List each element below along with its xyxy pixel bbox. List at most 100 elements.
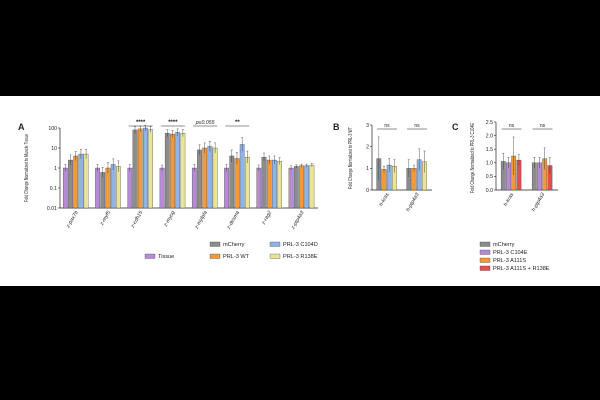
panel-c-significance-label: ns	[540, 123, 546, 129]
panel-b-y-tick-label: 0	[366, 188, 369, 194]
legend-label: mCherry	[223, 242, 245, 248]
panel-a-bar	[197, 149, 202, 209]
panel-a-bar	[256, 167, 262, 209]
panel-a-significance-label: ****	[168, 120, 178, 126]
legend-swatch	[209, 241, 221, 247]
panel-a-bar	[73, 155, 79, 209]
panel-a-bar	[110, 164, 116, 209]
legend-swatch	[479, 241, 491, 247]
panel-a-bar	[180, 133, 186, 209]
panel-b-y-axis-label: Fold Change Normalized to PRL-3 WT	[348, 127, 354, 189]
panel-c-y-tick-label: 2.0	[486, 133, 493, 139]
panel-c-y-tick-label: 0.0	[486, 188, 493, 194]
panel-a-y-tick-label: 10	[51, 146, 57, 152]
panel-a-bar	[95, 167, 100, 209]
panel-a-bar	[68, 159, 73, 209]
panel-a-bar	[202, 147, 208, 209]
panel-a-significance-label: p≤0.055	[195, 120, 215, 126]
panel-a-bar	[127, 167, 133, 209]
panel-a-bar	[309, 164, 315, 209]
panel-a-bar	[137, 128, 143, 209]
panel-b-category-label: h-ptp4a3	[405, 192, 420, 213]
panel-a-bar	[132, 129, 138, 209]
panel-a-bar	[261, 156, 267, 209]
panel-a-bar	[299, 165, 304, 209]
panel-b-significance-label: ns	[414, 123, 420, 129]
panel-a-bar	[234, 158, 240, 209]
panel-a-bar	[212, 147, 218, 209]
legend-label: PRL-3 C104D	[283, 242, 318, 248]
panel-a-bar	[148, 129, 153, 209]
panel-a-bar	[288, 167, 294, 209]
panel-b-bar	[411, 168, 417, 191]
panel-a-bar	[224, 167, 229, 209]
panel-a-bar	[191, 167, 197, 209]
panel-a-bar	[116, 166, 121, 209]
legend-label: mCherry	[493, 242, 515, 248]
panel-a-bar	[159, 167, 165, 209]
panel-a-category-label: z-mylpfa	[193, 210, 209, 231]
legend-swatch	[479, 265, 491, 271]
legend-label: PRL-3 WT	[223, 254, 250, 260]
panel-a-bar	[175, 132, 181, 209]
figure-panel: A 0.01 0.1 1 10 100 Fold Change Normalized to …	[0, 96, 600, 286]
legend-swatch	[479, 249, 491, 255]
panel-a-category-label: z-ptp4a3	[290, 210, 306, 231]
panel-a-bar	[304, 165, 310, 209]
panel-c-letter: C	[452, 122, 459, 132]
legend-swatch	[144, 253, 156, 259]
panel-c-y-tick-label: 2.5	[486, 120, 493, 126]
panel-a-bar	[164, 133, 170, 209]
panel-a-bar	[62, 167, 68, 209]
panel-b-y-tick-label: 3	[366, 123, 369, 129]
legend-label: PRL-3 A111S + R138E	[493, 266, 550, 272]
panel-b-significance-label: ns	[384, 123, 390, 129]
panel-c-y-tick-label: 0.5	[486, 174, 493, 180]
panel-a-bar	[266, 159, 272, 209]
panel-a-category-label: z-myf5	[99, 210, 113, 227]
legend-label: PRL-3 C104E	[493, 250, 528, 256]
panel-a-bar	[293, 166, 299, 209]
panel-c-category-label: h-ptp4a3	[531, 192, 546, 213]
panel-a-bar	[239, 144, 245, 209]
panel-a-category-label: z-rag2	[260, 210, 273, 227]
legend-swatch	[269, 253, 281, 259]
panel-a-y-tick-label: 0.1	[50, 186, 57, 192]
panel-c-y-tick-label: 1.5	[486, 147, 493, 153]
panel-a-bar	[277, 161, 282, 209]
panel-a-bar	[229, 155, 235, 209]
panel-a-y-tick-label: 100	[48, 126, 57, 132]
panel-a-bar	[78, 153, 84, 209]
panel-a-bar	[272, 159, 277, 209]
legend-label: PRL-3 A111S	[493, 258, 526, 264]
panel-a-category-label: z-pax7b	[65, 210, 80, 230]
legend-swatch	[209, 253, 221, 259]
panel-b-y-tick-label: 2	[366, 144, 369, 150]
panel-a-bar	[170, 133, 175, 209]
panel-a-significance-label: **	[235, 120, 240, 126]
legend-swatch	[269, 241, 281, 247]
panel-a-bar	[100, 172, 106, 209]
panel-a-bar	[245, 156, 250, 209]
panel-a-category-label: z-cdh15	[129, 210, 144, 230]
panel-a-y-axis-label: Fold Change Normalized to Muscle Tissue	[24, 134, 30, 202]
panel-a-bar	[143, 127, 148, 209]
panel-a-bar	[83, 153, 89, 209]
panel-a-category-label: z-myog	[162, 210, 176, 229]
legend-label: Tissue	[158, 254, 174, 260]
panel-c-significance-label: ns	[509, 123, 515, 129]
panel-a-bar	[207, 146, 213, 209]
panel-a-y-tick-label: 0.01	[47, 206, 57, 212]
panel-a-significance-label: ****	[136, 120, 146, 126]
panel-a-bar	[105, 167, 111, 209]
panel-b-category-label: h-kras	[378, 192, 391, 208]
panel-b-letter: B	[333, 122, 340, 132]
legend-swatch	[479, 257, 491, 263]
panel-c-y-axis-label: Fold Change Normalized to PRL-3 C104E	[470, 123, 476, 193]
panel-b-y-tick-label: 1	[366, 166, 369, 172]
panel-a-category-label: z-desma	[225, 210, 241, 231]
panel-c-y-tick-label: 1.0	[486, 161, 493, 167]
panel-a-y-tick-label: 1	[54, 166, 57, 172]
legend-label: PRL-3 R138E	[283, 254, 318, 260]
